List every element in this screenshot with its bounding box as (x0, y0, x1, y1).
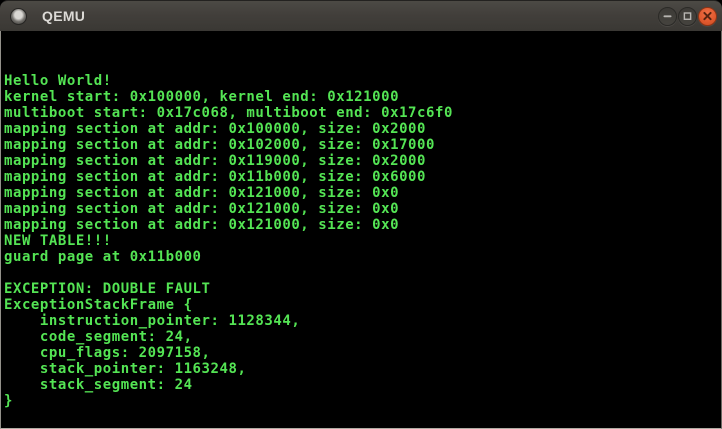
terminal-screen: Hello World! kernel start: 0x100000, kern… (1, 31, 721, 409)
window-controls (658, 6, 717, 26)
terminal-line: mapping section at addr: 0x100000, size:… (4, 121, 426, 137)
terminal-line: guard page at 0x11b000 (4, 249, 202, 265)
terminal-line: EXCEPTION: DOUBLE FAULT (4, 281, 211, 297)
terminal-line: NEW TABLE!!! (4, 233, 112, 249)
terminal-line: mapping section at addr: 0x119000, size:… (4, 153, 426, 169)
terminal-line (4, 265, 721, 281)
maximize-icon (683, 11, 692, 20)
qemu-app-icon (10, 7, 27, 25)
terminal-line: } (4, 393, 13, 409)
terminal-line: mapping section at addr: 0x121000, size:… (4, 201, 400, 217)
close-button[interactable] (698, 6, 717, 26)
terminal-line: Hello World! (4, 73, 112, 89)
minimize-icon (663, 14, 672, 17)
titlebar[interactable]: QEMU (0, 0, 722, 31)
terminal-line: stack_segment: 24 (4, 377, 193, 393)
terminal-line: multiboot start: 0x17c068, multiboot end… (4, 105, 453, 121)
terminal-line: cpu_flags: 2097158, (4, 345, 211, 361)
terminal-line: mapping section at addr: 0x121000, size:… (4, 217, 400, 233)
terminal-line: stack_pointer: 1163248, (4, 361, 247, 377)
terminal-line: mapping section at addr: 0x11b000, size:… (4, 169, 426, 185)
terminal-line: mapping section at addr: 0x121000, size:… (4, 185, 400, 201)
terminal-line: mapping section at addr: 0x102000, size:… (4, 137, 435, 153)
terminal-line: code_segment: 24, (4, 329, 193, 345)
window-title: QEMU (42, 8, 86, 24)
maximize-button[interactable] (678, 6, 697, 26)
terminal-line: ExceptionStackFrame { (4, 297, 193, 313)
terminal-line: instruction_pointer: 1128344, (4, 313, 301, 329)
terminal-display[interactable]: Hello World! kernel start: 0x100000, kern… (0, 31, 722, 429)
terminal-line: kernel start: 0x100000, kernel end: 0x12… (4, 89, 400, 105)
close-icon (703, 11, 712, 20)
minimize-button[interactable] (658, 6, 677, 26)
